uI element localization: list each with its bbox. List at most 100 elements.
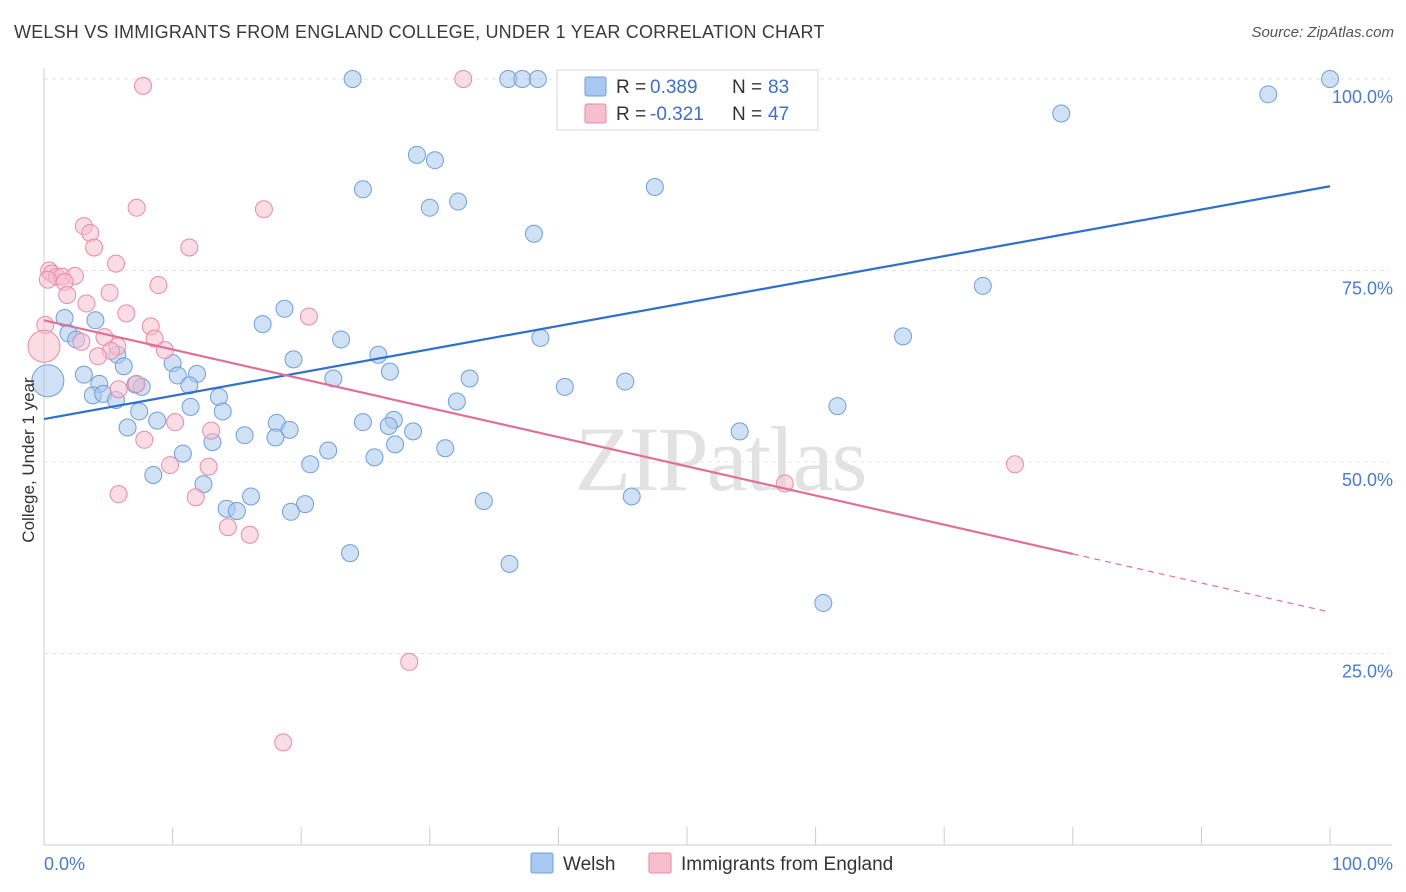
stats-n-label: N = <box>732 77 762 98</box>
bottom-legend: Welsh Immigrants from England <box>530 852 893 875</box>
england-point <box>199 457 218 476</box>
y-tick-label: 75.0% <box>1342 279 1393 299</box>
welsh-point <box>622 487 641 506</box>
england-point <box>109 485 128 504</box>
welsh-point <box>1052 104 1071 123</box>
england-point <box>100 283 119 302</box>
watermark: ZIPatlas <box>575 408 866 510</box>
y-tick-label: 50.0% <box>1342 470 1393 490</box>
welsh-point <box>118 418 137 437</box>
welsh-point <box>266 428 285 447</box>
england-point <box>127 198 146 217</box>
welsh-point <box>319 441 338 460</box>
welsh-point <box>460 369 479 388</box>
england-point <box>135 430 154 449</box>
stats-r-value: 0.389 <box>650 77 698 98</box>
england-point <box>58 286 77 305</box>
stats-legend-swatch <box>584 103 607 124</box>
welsh-point <box>828 397 847 416</box>
england-point <box>134 76 153 95</box>
england-point <box>299 307 318 326</box>
welsh-point <box>973 276 992 295</box>
england-point <box>1005 455 1024 474</box>
welsh-point <box>436 439 455 458</box>
england-point <box>186 488 205 507</box>
england-point <box>109 380 128 399</box>
welsh-point <box>341 544 360 563</box>
welsh-point <box>242 487 261 506</box>
welsh-point <box>253 315 272 334</box>
england-point <box>127 374 146 393</box>
welsh-point <box>275 299 294 318</box>
welsh-point <box>420 198 439 217</box>
england-point <box>107 254 126 273</box>
welsh-point <box>332 330 351 349</box>
england-point <box>145 329 164 348</box>
trend-layer <box>43 185 1331 613</box>
welsh-point <box>404 422 423 441</box>
bottom-legend-swatch <box>648 852 672 874</box>
welsh-point <box>386 435 405 454</box>
england-point <box>180 238 199 257</box>
england-point <box>89 347 108 366</box>
welsh-point <box>425 151 444 170</box>
welsh-point <box>148 411 167 430</box>
welsh-point <box>645 178 664 197</box>
welsh-point <box>531 328 550 347</box>
welsh-point <box>894 327 913 346</box>
x-tick-label: 100.0% <box>1332 854 1393 874</box>
england-point <box>27 329 61 363</box>
welsh-point <box>814 593 833 612</box>
welsh-point <box>227 502 246 521</box>
welsh-point <box>74 365 93 384</box>
welsh-point <box>296 495 315 514</box>
welsh-point <box>449 192 468 211</box>
welsh-point <box>379 416 398 435</box>
england-point <box>254 200 273 219</box>
welsh-point <box>616 372 635 391</box>
welsh-point <box>284 350 303 369</box>
y-tick-label: 25.0% <box>1342 662 1393 682</box>
welsh-point <box>500 554 519 573</box>
welsh-point <box>380 362 399 381</box>
welsh-point <box>407 145 426 164</box>
welsh-point <box>1321 70 1339 88</box>
welsh-point <box>343 70 362 88</box>
welsh-point <box>730 422 749 441</box>
welsh-point <box>513 70 532 88</box>
england-point <box>72 332 91 351</box>
welsh-point <box>555 377 574 396</box>
welsh-point <box>130 402 149 421</box>
stats-r-label: R = <box>616 77 646 98</box>
welsh-point <box>213 402 232 421</box>
stats-legend: R = 0.389 N = 83 R = -0.321 N = 47 <box>556 69 819 131</box>
stats-n-value: 47 <box>768 104 789 125</box>
stats-legend-swatch <box>584 76 607 97</box>
bottom-legend-swatch <box>530 852 554 874</box>
bottom-legend-label: Immigrants from England <box>681 854 893 875</box>
england-point <box>149 276 168 295</box>
stats-r-value: -0.321 <box>650 104 704 125</box>
welsh-point <box>1259 85 1278 104</box>
england-point <box>161 456 180 475</box>
england-point <box>77 294 96 313</box>
welsh-point <box>31 364 65 398</box>
welsh-point <box>353 413 372 432</box>
england-point <box>400 652 419 671</box>
y-tick-label: 100.0% <box>1332 87 1393 107</box>
welsh-trend-line <box>43 185 1331 421</box>
england-trend-line <box>43 319 1074 555</box>
stats-n-value: 83 <box>768 77 789 98</box>
england-point <box>274 733 293 752</box>
welsh-point <box>280 420 299 439</box>
welsh-point <box>86 311 105 330</box>
welsh-point <box>353 180 372 199</box>
points-layer <box>27 70 1339 752</box>
england-point <box>117 304 136 323</box>
england-point <box>38 270 57 289</box>
welsh-point <box>144 466 163 485</box>
y-axis-label: College, Under 1 year <box>19 377 38 543</box>
welsh-point <box>365 448 384 467</box>
england-point <box>202 421 221 440</box>
